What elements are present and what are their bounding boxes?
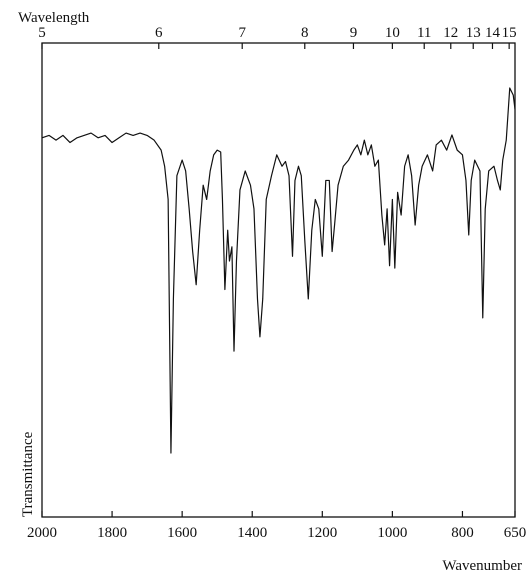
x-tick-label: 2000 [27, 525, 57, 541]
x2-tick-label: 10 [385, 25, 400, 41]
x2-tick-label: 5 [38, 25, 46, 41]
x2-tick-label: 9 [350, 25, 358, 41]
x2-tick-label: 6 [155, 25, 163, 41]
x2-tick-label: 13 [466, 25, 481, 41]
x2-tick-label: 14 [485, 25, 501, 41]
x-tick-label: 800 [451, 525, 474, 541]
x2-tick-label: 8 [301, 25, 309, 41]
x-tick-label: 1800 [97, 525, 127, 541]
x-tick-label: 1200 [307, 525, 337, 541]
x2-tick-label: 11 [417, 25, 431, 41]
x-tick-label: 650 [504, 525, 527, 541]
x2-tick-label: 15 [502, 25, 517, 41]
x2-tick-label: 12 [443, 25, 458, 41]
x2-axis-label: Wavelength [18, 10, 90, 26]
y-axis-label: Transmittance [20, 431, 36, 517]
x-tick-label: 1000 [377, 525, 407, 541]
x-tick-label: 1600 [167, 525, 197, 541]
plot-frame [41, 42, 516, 518]
x-axis-label: Wavenumber [442, 558, 522, 574]
x2-tick-label: 7 [238, 25, 246, 41]
x-tick-label: 1400 [237, 525, 267, 541]
spectrum-line [41, 87, 516, 454]
